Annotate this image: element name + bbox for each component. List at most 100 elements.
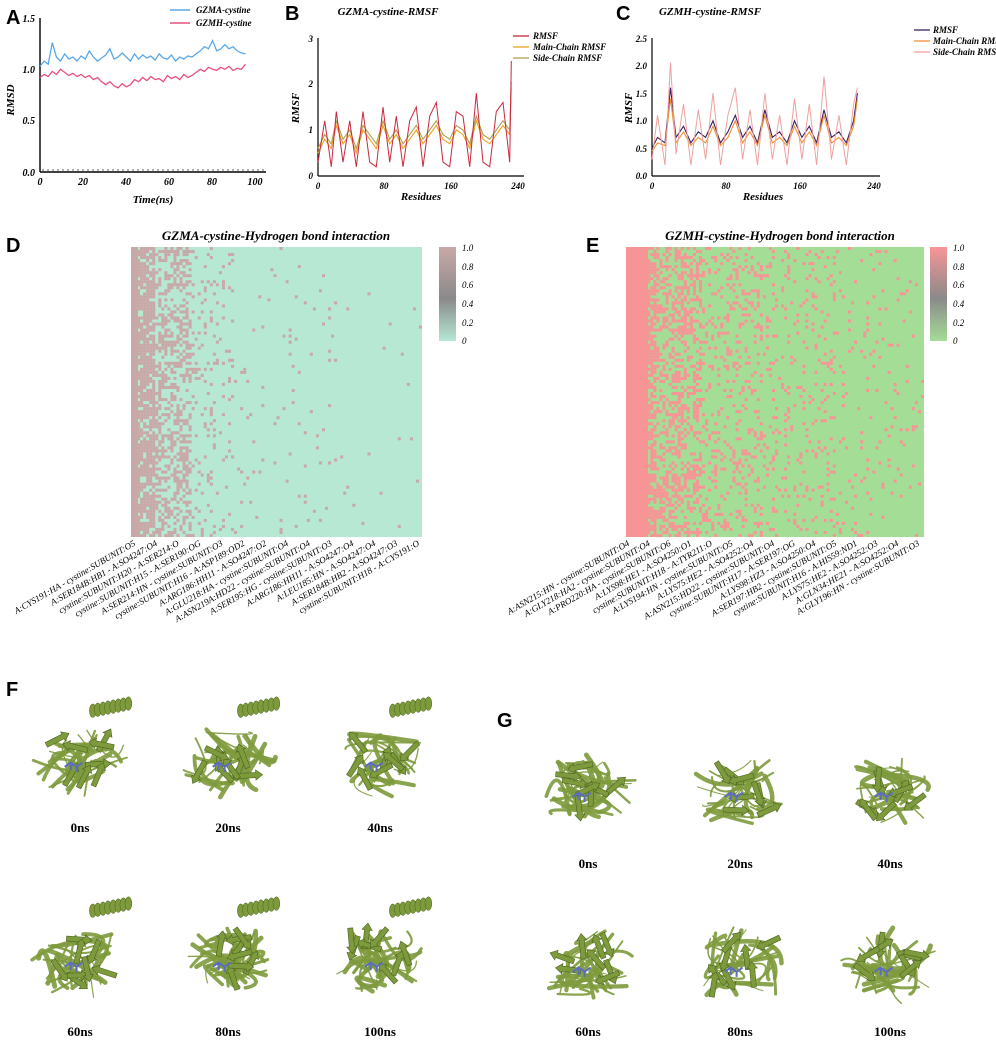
heatmap-cell	[695, 473, 699, 477]
heatmap-cell	[702, 518, 706, 522]
heatmap-cell	[194, 401, 198, 405]
heatmap-cell	[689, 506, 693, 510]
heatmap-cell	[689, 274, 693, 278]
heatmap-cell	[179, 352, 183, 356]
heatmap-cell	[143, 440, 147, 444]
heatmap-cell	[753, 307, 757, 311]
heatmap-cell	[170, 392, 174, 396]
heatmap-cell	[161, 379, 165, 383]
heatmap-cell	[656, 319, 660, 323]
heatmap-cell	[647, 464, 651, 468]
d-cbar-tick-3: 0.4	[462, 299, 474, 309]
heatmap-cell	[738, 512, 742, 516]
heatmap-cell	[653, 527, 657, 531]
heatmap-cell	[146, 482, 150, 486]
heatmap-cell	[140, 304, 144, 308]
heatmap-cell	[382, 346, 386, 350]
heatmap-cell	[680, 443, 684, 447]
heatmap-cell	[744, 452, 748, 456]
heatmap-cell	[656, 434, 660, 438]
heatmap-cell	[829, 349, 833, 353]
heatmap-cell	[851, 485, 855, 489]
heatmap-cell	[173, 364, 177, 368]
heatmap-cell	[829, 416, 833, 420]
heatmap-cell	[146, 530, 150, 534]
heatmap-cell	[841, 382, 845, 386]
heatmap-cell	[149, 349, 153, 353]
heatmap-cell	[191, 395, 195, 399]
heatmap-cell	[698, 458, 703, 462]
heatmap-cell	[820, 250, 824, 254]
heatmap-cell	[765, 346, 769, 350]
heatmap-cell	[158, 458, 162, 462]
heatmap-cell	[185, 283, 189, 287]
heatmap-cell	[140, 524, 144, 528]
heatmap-cell	[653, 253, 657, 257]
heatmap-cell	[799, 482, 803, 486]
heatmap-cell	[692, 259, 696, 263]
heatmap-cell	[860, 446, 864, 450]
heatmap-cell	[158, 425, 162, 429]
heatmap-cell	[650, 337, 654, 341]
heatmap-cell	[200, 413, 204, 417]
heatmap-cell	[137, 533, 141, 537]
heatmap-cell	[708, 518, 712, 522]
heatmap-cell	[149, 337, 153, 341]
heatmap-cell	[659, 488, 663, 492]
heatmap-cell	[692, 404, 696, 408]
heatmap-cell	[778, 431, 782, 435]
heatmap-cell	[137, 437, 141, 441]
heatmap-cell	[680, 461, 684, 465]
heatmap-cell	[291, 364, 295, 368]
heatmap-cell	[674, 352, 678, 356]
heatmap-cell	[659, 395, 663, 399]
heatmap-cell	[787, 410, 791, 414]
heatmap-cell	[140, 455, 144, 459]
heatmap-cell	[750, 455, 754, 459]
heatmap-cell	[832, 464, 836, 468]
heatmap-cell	[185, 310, 189, 314]
heatmap-cell	[705, 443, 709, 447]
heatmap-cell	[137, 259, 141, 263]
heatmap-cell	[753, 509, 757, 513]
heatmap-cell	[155, 506, 159, 510]
heatmap-cell	[140, 503, 144, 507]
heatmap-cell	[698, 364, 703, 368]
heatmap-cell	[808, 401, 812, 405]
heatmap-cell	[717, 382, 721, 386]
heatmap-cell	[708, 434, 712, 438]
heatmap-cell	[167, 515, 171, 519]
heatmap-cell	[668, 322, 672, 326]
heatmap-cell	[683, 443, 687, 447]
heatmap-cell	[720, 458, 724, 462]
heatmap-cell	[143, 277, 147, 281]
g-label-4: 80ns	[727, 1024, 752, 1039]
heatmap-cell	[771, 398, 775, 402]
heatmap-cell	[759, 325, 763, 329]
heatmap-cell	[282, 334, 286, 338]
heatmap-cell	[182, 253, 186, 257]
heatmap-cell	[343, 491, 347, 495]
heatmap-cell	[659, 398, 663, 402]
heatmap-cell	[665, 440, 669, 444]
heatmap-cell	[155, 283, 159, 287]
heatmap-cell	[814, 346, 818, 350]
heatmap-cell	[717, 503, 721, 507]
heatmap-cell	[738, 322, 742, 326]
heatmap-cell	[149, 452, 153, 456]
heatmap-cell	[692, 280, 696, 284]
heatmap-cell	[140, 346, 144, 350]
heatmap-cell	[717, 413, 721, 417]
heatmap-cell	[665, 265, 669, 269]
heatmap-cell	[188, 346, 192, 350]
heatmap-cell	[917, 482, 921, 486]
heatmap-cell	[167, 307, 171, 311]
heatmap-cell	[695, 416, 699, 420]
heatmap-dominant-column	[131, 247, 138, 537]
heatmap-cell	[872, 364, 876, 368]
heatmap-cell	[729, 388, 733, 392]
heatmap-cell	[668, 401, 672, 405]
heatmap-cell	[714, 485, 718, 489]
heatmap-cell	[188, 274, 192, 278]
heatmap-cell	[653, 370, 657, 374]
